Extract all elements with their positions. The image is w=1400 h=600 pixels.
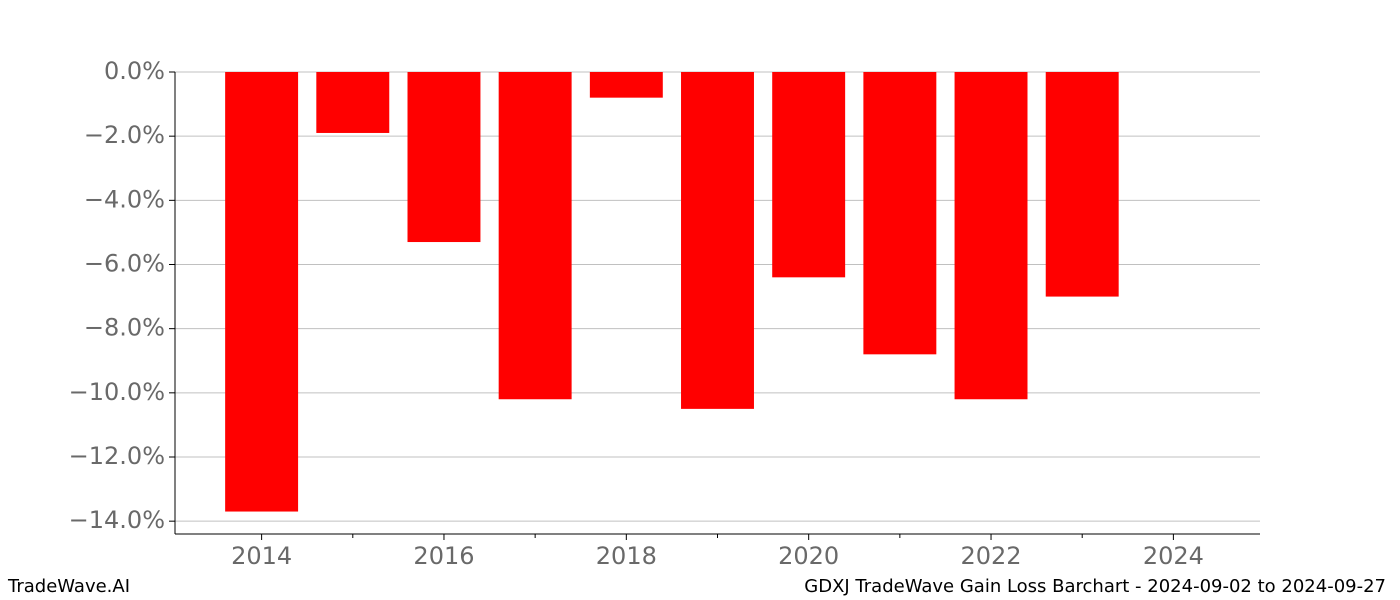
bar bbox=[498, 72, 572, 400]
y-tick-label: −12.0% bbox=[69, 442, 165, 470]
bar bbox=[407, 72, 481, 243]
bar bbox=[681, 72, 754, 409]
bar bbox=[316, 72, 390, 133]
watermark: TradeWave.AI bbox=[7, 576, 130, 597]
x-tick-label: 2016 bbox=[413, 542, 474, 570]
y-tick-label: −4.0% bbox=[84, 185, 165, 213]
x-tick-label: 2020 bbox=[778, 542, 839, 570]
y-tick-label: −6.0% bbox=[84, 250, 165, 278]
bar bbox=[863, 72, 937, 355]
bar bbox=[772, 72, 846, 278]
x-tick-label: 2022 bbox=[960, 542, 1021, 570]
bar bbox=[954, 72, 1028, 400]
bar bbox=[1045, 72, 1119, 297]
y-tick-label: 0.0% bbox=[104, 57, 165, 85]
bar bbox=[225, 72, 299, 512]
y-tick-label: −2.0% bbox=[84, 121, 165, 149]
x-tick-label: 2014 bbox=[231, 542, 292, 570]
x-tick-label: 2024 bbox=[1143, 542, 1204, 570]
x-tick-label: 2018 bbox=[596, 542, 657, 570]
y-tick-label: −14.0% bbox=[69, 506, 165, 534]
y-tick-label: −10.0% bbox=[69, 378, 165, 406]
chart-title: GDXJ TradeWave Gain Loss Barchart - 2024… bbox=[804, 576, 1386, 597]
y-tick-label: −8.0% bbox=[84, 314, 165, 342]
bar bbox=[589, 72, 663, 98]
